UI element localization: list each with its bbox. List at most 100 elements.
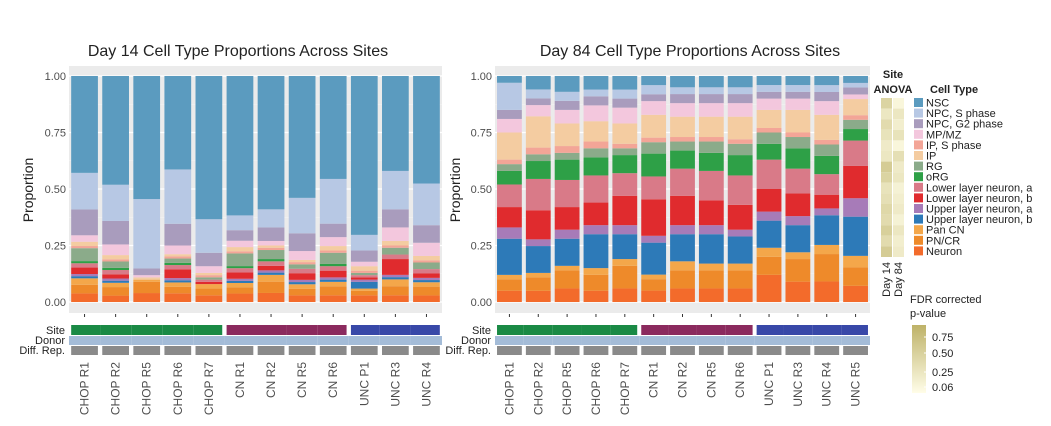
- bar-segment-ip-s-phase: [257, 247, 285, 251]
- bar-segment-mp-mz: [525, 105, 551, 117]
- bar-segment-mp-mz: [164, 245, 192, 255]
- bar-segment-rg: [382, 247, 409, 255]
- bar-segment-upper-layer-neuron-a: [525, 239, 551, 247]
- legend-item-org: oRG: [914, 172, 949, 184]
- bar-segment-ip: [382, 240, 409, 246]
- bar-segment-upper-layer-neuron-a: [612, 225, 638, 235]
- anova-cell-day14: [881, 129, 892, 141]
- bar-segment-ip-s-phase: [814, 139, 840, 145]
- bar-segment-npc-s-phase: [497, 82, 522, 110]
- bar-segment-ip: [226, 247, 254, 252]
- x-tick-label: CHOP R5: [560, 362, 574, 415]
- bar-segment-lower-layer-neuron-a: [641, 176, 667, 200]
- bar-segment-nsc: [71, 76, 98, 173]
- bar-segment-ip: [698, 116, 724, 138]
- bar-segment-lower-layer-neuron-b: [756, 189, 782, 212]
- bar-cn-r1: [641, 76, 667, 302]
- anova-col-label-day14: Day 14: [881, 262, 893, 297]
- bar-segment-ip: [814, 114, 840, 140]
- bar-segment-mp-mz: [583, 105, 609, 122]
- bar-segment-upper-layer-neuron-b: [843, 216, 868, 256]
- bar-segment-ip-s-phase: [164, 256, 192, 259]
- bar-segment-pan-cn: [413, 282, 440, 287]
- site-track-cell: [641, 325, 669, 335]
- bar-segment-npc-s-phase: [257, 209, 285, 228]
- bar-segment-neuron: [382, 295, 409, 302]
- bar-segment-lower-layer-neuron-a: [756, 159, 782, 189]
- bar-segment-nsc: [554, 76, 580, 92]
- bar-segment-nsc: [525, 76, 551, 90]
- y-tick-label: 0.50: [45, 184, 66, 196]
- bar-segment-nsc: [727, 76, 753, 88]
- bar-cn-r6: [727, 76, 753, 302]
- legend-label: PN/CR: [926, 235, 960, 247]
- donor-track-cell: [348, 336, 380, 345]
- anova-cell-day84: [893, 151, 904, 162]
- legend-swatch: [914, 140, 923, 150]
- legend-swatch: [914, 172, 923, 182]
- bar-segment-nsc: [641, 76, 667, 86]
- bar-segment-ip-s-phase: [413, 260, 440, 263]
- bar-segment-pn-cr: [843, 267, 868, 286]
- bar-segment-upper-layer-neuron-b: [756, 220, 782, 248]
- bar-segment-org: [641, 153, 667, 177]
- bar-segment-npc-s-phase: [382, 170, 409, 210]
- legend-item-nsc: NSC: [914, 98, 949, 110]
- bar-segment-neuron: [102, 295, 129, 302]
- track-label-donor: Donor: [461, 335, 491, 347]
- bar-segment-mp-mz: [382, 227, 409, 241]
- bar-segment-pan-cn: [319, 281, 347, 287]
- site-track-cell: [756, 325, 784, 335]
- bar-segment-org: [164, 262, 192, 266]
- bar-segment-pan-cn: [195, 284, 223, 289]
- bar-segment-rg: [71, 248, 98, 262]
- bar-segment-mp-mz: [257, 240, 285, 246]
- bar-segment-ip: [288, 259, 316, 263]
- x-tick-label: CN R6: [326, 362, 340, 398]
- bar-segment-upper-layer-neuron-b: [226, 280, 254, 283]
- diffrep-track-cell: [727, 346, 753, 355]
- anova-cell-day14: [881, 246, 892, 257]
- bar-segment-nsc: [497, 76, 522, 83]
- bar-segment-ip: [195, 272, 223, 276]
- anova-cell-day84: [893, 161, 904, 173]
- anova-cell-day14: [881, 225, 892, 236]
- bar-segment-lower-layer-neuron-a: [554, 179, 580, 208]
- diffrep-track-cell: [554, 346, 580, 355]
- bar-segment-ip: [257, 245, 285, 248]
- bar-segment-pan-cn: [257, 274, 285, 282]
- bar-segment-lower-layer-neuron-a: [497, 184, 522, 208]
- bar-segment-pan-cn: [133, 279, 161, 282]
- bar-segment-ip-s-phase: [612, 143, 638, 149]
- bar-segment-npc-s-phase: [698, 87, 724, 95]
- diffrep-track-cell: [133, 346, 161, 355]
- site-track-cell: [783, 325, 813, 335]
- x-tick-label: CN R1: [233, 362, 247, 398]
- bar-segment-lower-layer-neuron-b: [612, 195, 638, 226]
- bar-segment-rg: [319, 252, 347, 264]
- bar-segment-neuron: [288, 295, 316, 302]
- track-label-diff-rep: Diff. Rep.: [19, 345, 65, 357]
- x-tick-label: UNC P1: [357, 362, 371, 406]
- bar-segment-nsc: [133, 76, 161, 200]
- bar-segment-lower-layer-neuron-a: [195, 279, 223, 282]
- bar-segment-upper-layer-neuron-a: [814, 208, 840, 216]
- bar-segment-org: [102, 267, 129, 271]
- anova-heatmap: Site ANOVA Day 14 Day 84: [874, 69, 913, 297]
- bar-segment-rg: [670, 141, 695, 151]
- bar-segment-ip: [756, 109, 782, 128]
- anova-cell-day14: [881, 119, 892, 130]
- anova-title: ANOVA: [874, 84, 913, 96]
- x-tick-label: CHOP R6: [589, 362, 603, 415]
- bar-segment-nsc: [350, 76, 378, 235]
- diffrep-track-cell: [319, 346, 347, 355]
- fdr-tick-label: 0.75: [932, 332, 953, 344]
- bar-segment-neuron: [350, 295, 378, 302]
- legend-swatch: [914, 225, 923, 235]
- bar-segment-mp-mz: [226, 240, 254, 248]
- bar-unc-r3: [382, 76, 409, 302]
- bar-segment-org: [785, 148, 811, 169]
- legend-swatch: [914, 98, 923, 107]
- bar-segment-pn-cr: [525, 277, 551, 291]
- anova-cell-day14: [881, 182, 892, 194]
